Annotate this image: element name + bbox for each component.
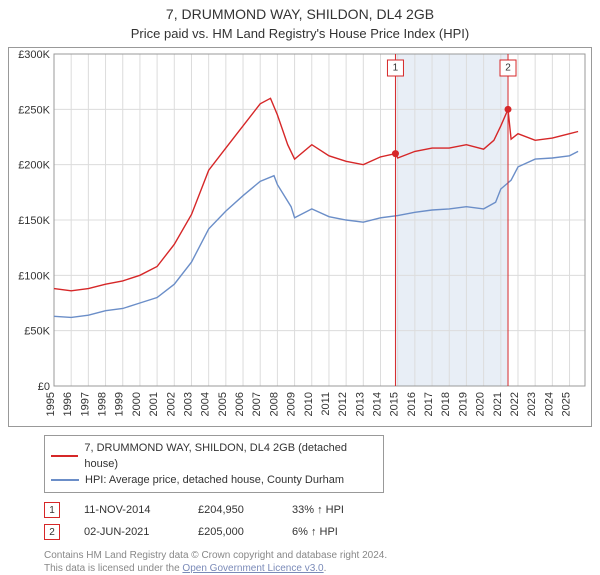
svg-text:2013: 2013 <box>354 392 366 416</box>
svg-text:2015: 2015 <box>389 392 401 416</box>
svg-text:2005: 2005 <box>217 392 229 416</box>
svg-text:1995: 1995 <box>45 392 57 416</box>
svg-text:2016: 2016 <box>406 392 418 416</box>
svg-text:2025: 2025 <box>561 392 573 416</box>
legend-label: 7, DRUMMOND WAY, SHILDON, DL4 2GB (detac… <box>84 440 377 472</box>
legend-label: HPI: Average price, detached house, Coun… <box>85 472 344 488</box>
svg-text:2014: 2014 <box>372 392 384 416</box>
svg-text:2019: 2019 <box>457 392 469 416</box>
svg-text:2003: 2003 <box>182 392 194 416</box>
svg-text:2004: 2004 <box>200 392 212 416</box>
svg-text:£0: £0 <box>38 381 50 393</box>
event-price: £204,950 <box>198 504 268 516</box>
event-badge: 1 <box>44 502 60 518</box>
event-row: 2 02-JUN-2021 £205,000 6% ↑ HPI <box>44 521 588 543</box>
svg-text:2024: 2024 <box>543 392 555 416</box>
svg-text:£250K: £250K <box>18 104 50 116</box>
footer-line2a: This data is licensed under the <box>44 563 182 574</box>
svg-text:2012: 2012 <box>337 392 349 416</box>
legend-item: 7, DRUMMOND WAY, SHILDON, DL4 2GB (detac… <box>51 440 377 472</box>
event-relative: 33% ↑ HPI <box>292 504 344 516</box>
footer-attribution: Contains HM Land Registry data © Crown c… <box>44 549 588 575</box>
page-title: 7, DRUMMOND WAY, SHILDON, DL4 2GB <box>8 6 592 22</box>
svg-text:£200K: £200K <box>18 160 50 172</box>
chart-legend: 7, DRUMMOND WAY, SHILDON, DL4 2GB (detac… <box>44 435 384 493</box>
svg-text:£50K: £50K <box>24 326 50 338</box>
svg-text:2022: 2022 <box>509 392 521 416</box>
chart-svg: £0 £50K £100K £150K £200K £250K £300K 1995 1996 1… <box>9 48 591 426</box>
svg-text:1: 1 <box>393 63 399 74</box>
footer-line1: Contains HM Land Registry data © Crown c… <box>44 550 387 561</box>
svg-text:2: 2 <box>505 63 511 74</box>
svg-text:£300K: £300K <box>18 49 50 61</box>
svg-text:£150K: £150K <box>18 215 50 227</box>
event-row: 1 11-NOV-2014 £204,950 33% ↑ HPI <box>44 499 588 521</box>
legend-swatch <box>51 479 79 481</box>
svg-text:2017: 2017 <box>423 392 435 416</box>
svg-text:2010: 2010 <box>303 392 315 416</box>
page-subtitle: Price paid vs. HM Land Registry's House … <box>8 26 592 41</box>
event-date: 11-NOV-2014 <box>84 504 174 516</box>
svg-text:1998: 1998 <box>97 392 109 416</box>
svg-text:2001: 2001 <box>148 392 160 416</box>
ogl-link[interactable]: Open Government Licence v3.0 <box>182 563 323 574</box>
svg-text:2009: 2009 <box>286 392 298 416</box>
svg-text:2008: 2008 <box>268 392 280 416</box>
svg-text:2006: 2006 <box>234 392 246 416</box>
svg-text:2000: 2000 <box>131 392 143 416</box>
svg-text:1997: 1997 <box>79 392 91 416</box>
event-price: £205,000 <box>198 526 268 538</box>
event-badge: 2 <box>44 524 60 540</box>
svg-text:2007: 2007 <box>251 392 263 416</box>
price-chart: £0 £50K £100K £150K £200K £250K £300K 1995 1996 1… <box>8 47 592 427</box>
event-date: 02-JUN-2021 <box>84 526 174 538</box>
svg-text:£100K: £100K <box>18 270 50 282</box>
svg-text:2011: 2011 <box>320 392 332 416</box>
svg-text:2002: 2002 <box>165 392 177 416</box>
svg-text:2020: 2020 <box>475 392 487 416</box>
svg-text:1996: 1996 <box>62 392 74 416</box>
legend-swatch <box>51 455 78 457</box>
svg-text:2021: 2021 <box>492 392 504 416</box>
svg-text:2018: 2018 <box>440 392 452 416</box>
footer-line2b: . <box>324 563 327 574</box>
svg-text:2023: 2023 <box>526 392 538 416</box>
legend-item: HPI: Average price, detached house, Coun… <box>51 472 377 488</box>
event-relative: 6% ↑ HPI <box>292 526 338 538</box>
sale-events: 1 11-NOV-2014 £204,950 33% ↑ HPI 2 02-JUN-202… <box>44 499 588 543</box>
svg-text:1999: 1999 <box>114 392 126 416</box>
